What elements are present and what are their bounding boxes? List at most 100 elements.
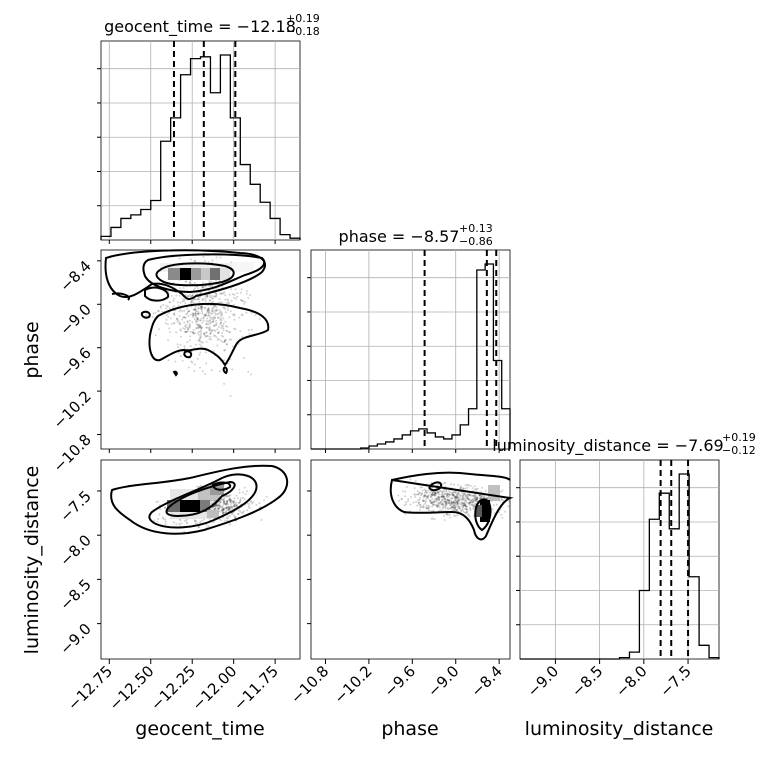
sample-point — [169, 317, 172, 320]
sample-point — [219, 318, 222, 321]
sample-point — [454, 506, 457, 509]
sample-point — [223, 341, 226, 344]
sample-point — [441, 491, 444, 493]
sample-point — [193, 312, 196, 315]
sample-point — [233, 327, 236, 330]
sample-point — [233, 501, 236, 504]
density-cells-10 — [160, 262, 254, 280]
sample-point — [196, 320, 199, 323]
sample-point — [460, 501, 463, 504]
sample-point — [232, 500, 235, 503]
sample-point — [178, 310, 181, 313]
sample-point — [468, 501, 471, 504]
sample-point — [451, 501, 454, 504]
sample-point — [223, 306, 226, 309]
sample-point — [455, 508, 458, 511]
sample-point — [463, 501, 466, 504]
sample-point — [222, 499, 225, 502]
sample-point — [244, 301, 247, 304]
sample-point — [201, 321, 204, 324]
sample-point — [208, 320, 211, 322]
title-luminosity-distance-upper: +0.19 — [722, 431, 756, 444]
sample-point — [199, 304, 202, 307]
sample-point — [427, 495, 429, 498]
sample-point — [156, 520, 159, 523]
sample-point — [194, 312, 197, 315]
sample-point — [472, 494, 475, 497]
sample-point — [466, 513, 469, 516]
sample-point — [248, 507, 251, 509]
sample-point — [222, 512, 224, 515]
sample-point — [208, 326, 211, 329]
sample-point — [454, 506, 457, 509]
sample-point — [212, 500, 215, 503]
sample-point — [225, 502, 228, 505]
sample-point — [423, 488, 426, 491]
sample-point — [178, 321, 181, 324]
sample-point — [210, 338, 213, 341]
sample-point — [472, 507, 475, 510]
sample-point — [436, 490, 438, 493]
sample-point — [193, 281, 196, 284]
sample-point — [236, 292, 239, 295]
sample-point — [425, 491, 428, 494]
sample-point — [466, 497, 469, 499]
sample-point — [448, 502, 450, 505]
sample-point — [457, 505, 460, 508]
sample-point — [217, 505, 220, 508]
sample-point — [440, 498, 443, 501]
sample-point — [418, 491, 421, 494]
sample-point — [467, 484, 470, 487]
sample-point — [190, 301, 193, 303]
sample-point — [225, 503, 228, 506]
sample-point — [232, 303, 235, 306]
sample-point — [217, 330, 220, 333]
sample-point — [427, 494, 430, 497]
sample-point — [448, 499, 451, 502]
sample-point — [454, 496, 457, 499]
sample-point — [427, 489, 430, 492]
sample-point — [446, 493, 449, 496]
sample-point — [454, 515, 457, 517]
sample-point — [439, 500, 442, 503]
sample-point — [442, 494, 445, 497]
sample-point — [191, 321, 194, 324]
sample-point — [199, 295, 202, 298]
sample-point — [215, 336, 218, 339]
sample-point — [440, 502, 443, 505]
sample-point — [468, 494, 471, 497]
sample-point — [437, 502, 440, 505]
sample-point — [474, 496, 477, 499]
sample-point — [228, 316, 231, 319]
sample-point — [476, 487, 479, 490]
sample-point — [461, 496, 464, 499]
sample-point — [224, 325, 227, 327]
sample-point — [223, 490, 226, 492]
sample-point — [209, 328, 212, 330]
sample-point — [197, 310, 200, 313]
sample-point — [226, 325, 229, 328]
sample-point — [145, 314, 148, 317]
sample-point — [197, 312, 200, 315]
sample-point — [204, 285, 207, 288]
sample-point — [233, 318, 236, 321]
sample-point — [430, 494, 433, 497]
sample-point — [183, 321, 186, 324]
sample-point — [193, 308, 196, 311]
sample-point — [202, 317, 205, 320]
sample-point — [229, 394, 232, 397]
sample-point — [432, 500, 435, 503]
sample-point — [442, 493, 444, 496]
sample-point — [194, 307, 197, 310]
sample-point — [197, 339, 200, 342]
sample-point — [239, 510, 242, 513]
sample-point — [431, 498, 434, 501]
sample-point — [211, 309, 214, 312]
sample-point — [484, 490, 487, 493]
sample-point — [197, 307, 199, 310]
sample-point — [468, 501, 471, 504]
sample-point — [207, 323, 210, 326]
sample-point — [425, 507, 428, 510]
sample-point — [225, 343, 228, 346]
sample-point — [208, 299, 211, 302]
